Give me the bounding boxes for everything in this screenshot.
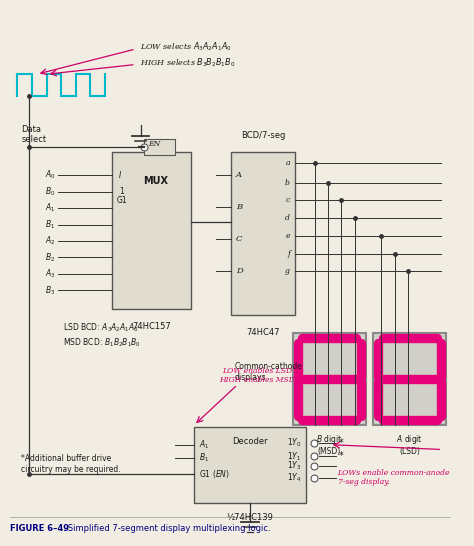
Text: LSD BCD: $A_3A_2A_1A_0$: LSD BCD: $A_3A_2A_1A_0$	[63, 322, 139, 334]
Text: f: f	[287, 250, 290, 258]
Text: 74HC157: 74HC157	[132, 323, 171, 331]
Text: EN: EN	[148, 140, 161, 148]
Text: FIGURE 6–49: FIGURE 6–49	[9, 524, 69, 533]
Bar	[231, 152, 295, 314]
Bar	[293, 333, 365, 425]
Text: ½74HC139: ½74HC139	[227, 513, 273, 521]
Bar	[111, 152, 191, 309]
Text: Data
select: Data select	[21, 124, 46, 144]
Text: *Additional buffer drive
circuitry may be required.: *Additional buffer drive circuitry may b…	[21, 454, 121, 474]
Text: BCD/7-seg: BCD/7-seg	[241, 131, 285, 140]
Text: MSD BCD: $B_1B_2B_1B_0$: MSD BCD: $B_1B_2B_1B_0$	[63, 336, 141, 348]
Text: LOWs enable common-anode
7-seg display.: LOWs enable common-anode 7-seg display.	[337, 469, 450, 486]
Text: $A_2$: $A_2$	[45, 235, 55, 247]
Text: $A_3$: $A_3$	[45, 268, 55, 280]
Text: Common-cathode
displays: Common-cathode displays	[235, 362, 302, 382]
Text: Simplified 7-segment display multiplexing logic.: Simplified 7-segment display multiplexin…	[60, 524, 271, 533]
Text: c: c	[286, 196, 290, 204]
Text: 1: 1	[119, 187, 124, 196]
Text: $B_3$: $B_3$	[45, 284, 55, 296]
Text: g: g	[285, 267, 290, 275]
Text: $B_0$: $B_0$	[45, 185, 55, 198]
Text: e: e	[285, 232, 290, 240]
Text: G1: G1	[117, 196, 127, 205]
Text: *: *	[338, 438, 343, 448]
Text: $B_1$: $B_1$	[199, 452, 209, 465]
Text: b: b	[285, 179, 290, 187]
Text: 74HC47: 74HC47	[246, 328, 280, 337]
Text: $A_1$: $A_1$	[45, 202, 55, 214]
Text: $B$ digit
(MSD): $B$ digit (MSD)	[316, 433, 343, 456]
Text: LOW enables LSD
HIGH enables MSD: LOW enables LSD HIGH enables MSD	[219, 367, 295, 384]
Text: $1Y_1$: $1Y_1$	[287, 450, 301, 462]
Text: $A_1$: $A_1$	[199, 438, 210, 451]
Text: $B_1$: $B_1$	[45, 218, 55, 231]
Bar	[194, 427, 307, 503]
Text: $1Y_0$: $1Y_0$	[287, 436, 301, 449]
Text: A: A	[236, 171, 242, 179]
Text: I: I	[119, 170, 121, 180]
Text: $A$ digit
(LSD): $A$ digit (LSD)	[396, 433, 423, 456]
Text: G1 ($EN$): G1 ($EN$)	[199, 468, 230, 480]
Text: a: a	[285, 159, 290, 168]
Text: $B_2$: $B_2$	[45, 251, 55, 264]
Text: C: C	[236, 235, 242, 243]
Text: HIGH selects $B_3B_2B_1B_0$: HIGH selects $B_3B_2B_1B_0$	[140, 56, 235, 69]
Text: d: d	[285, 213, 290, 222]
Text: D: D	[236, 267, 242, 275]
Text: MUX: MUX	[143, 176, 168, 186]
Bar	[374, 333, 446, 425]
Text: $A_0$: $A_0$	[45, 169, 55, 181]
Text: B: B	[236, 203, 242, 211]
Text: LOW selects $A_3A_2A_1A_0$: LOW selects $A_3A_2A_1A_0$	[140, 41, 231, 54]
Text: $1Y_4$: $1Y_4$	[287, 471, 301, 484]
Bar	[144, 139, 174, 155]
Text: $1Y_3$: $1Y_3$	[287, 460, 301, 472]
Text: *: *	[338, 452, 343, 461]
Text: Decoder: Decoder	[232, 437, 268, 446]
